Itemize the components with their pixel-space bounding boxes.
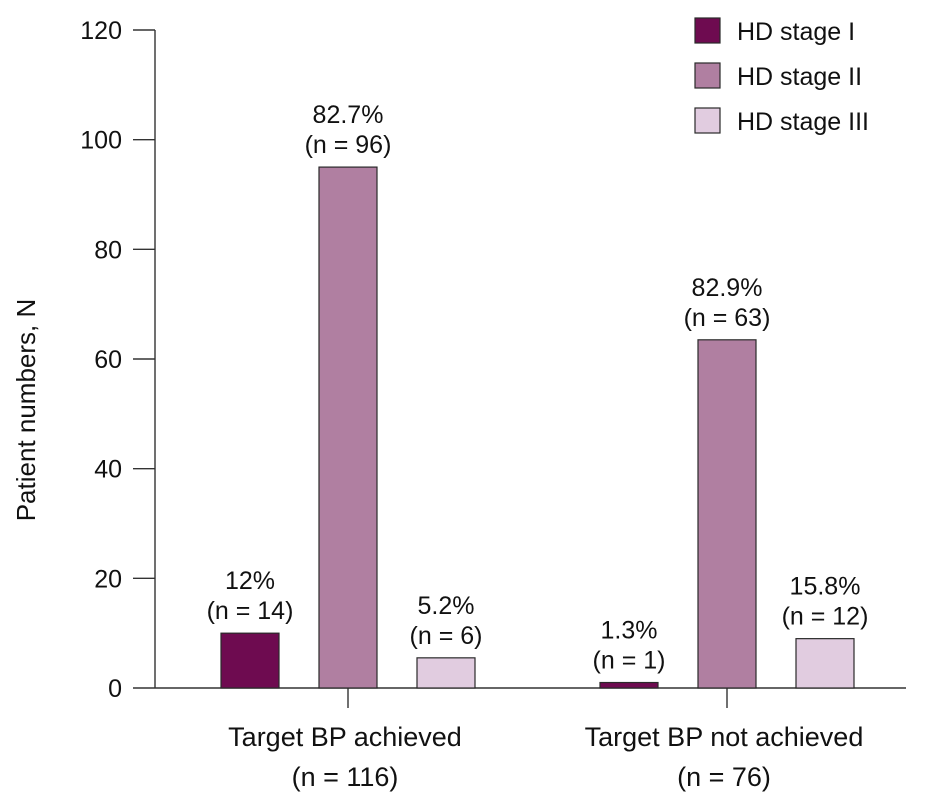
bar [416, 657, 476, 689]
y-tick-label: 20 [94, 565, 122, 593]
data-label-count: (n = 14) [207, 597, 294, 625]
legend-swatch [694, 17, 721, 44]
data-label-percent: 1.3% [601, 617, 658, 645]
data-label-count: (n = 12) [782, 603, 869, 631]
legend-swatch [694, 107, 721, 134]
category-labels: Target BP achieved (n = 116) Target BP not… [228, 722, 863, 792]
legend: HD stage I HD stage II HD stage III [694, 17, 869, 136]
data-label-count: (n = 96) [305, 131, 392, 159]
category-label: Target BP achieved [228, 722, 462, 752]
y-tick-label: 60 [94, 346, 122, 374]
bar [318, 166, 378, 689]
data-label-percent: 5.2% [418, 592, 475, 620]
bar [697, 339, 757, 689]
bar [599, 681, 659, 689]
legend-label: HD stage II [737, 63, 862, 91]
data-labels: 12%(n = 14)82.7%(n = 96)5.2%(n = 6) 1.3%(… [207, 101, 869, 674]
data-label-count: (n = 63) [684, 304, 771, 332]
bar [220, 632, 280, 689]
category-sublabel: (n = 116) [292, 762, 399, 792]
y-tick-label: 40 [94, 456, 122, 484]
data-label-count: (n = 6) [410, 622, 483, 650]
y-axis-title: Patient numbers, N [11, 299, 41, 522]
y-tick-label: 80 [94, 236, 122, 264]
legend-label: HD stage I [737, 18, 855, 46]
y-tick-label: 0 [108, 675, 122, 703]
category-sublabel: (n = 76) [677, 762, 771, 792]
bar [795, 638, 855, 689]
axes: 0 20 40 60 80 100 120 [80, 17, 906, 708]
data-label-percent: 12% [225, 567, 275, 595]
bars [220, 166, 855, 689]
category-label: Target BP not achieved [585, 722, 864, 752]
y-tick-label: 100 [80, 127, 122, 155]
y-tick-label: 120 [80, 17, 122, 45]
legend-swatch [694, 62, 721, 89]
data-label-count: (n = 1) [593, 647, 666, 675]
data-label-percent: 82.9% [692, 274, 763, 302]
data-label-percent: 15.8% [790, 573, 861, 601]
legend-label: HD stage III [737, 108, 869, 136]
data-label-percent: 82.7% [313, 101, 384, 129]
